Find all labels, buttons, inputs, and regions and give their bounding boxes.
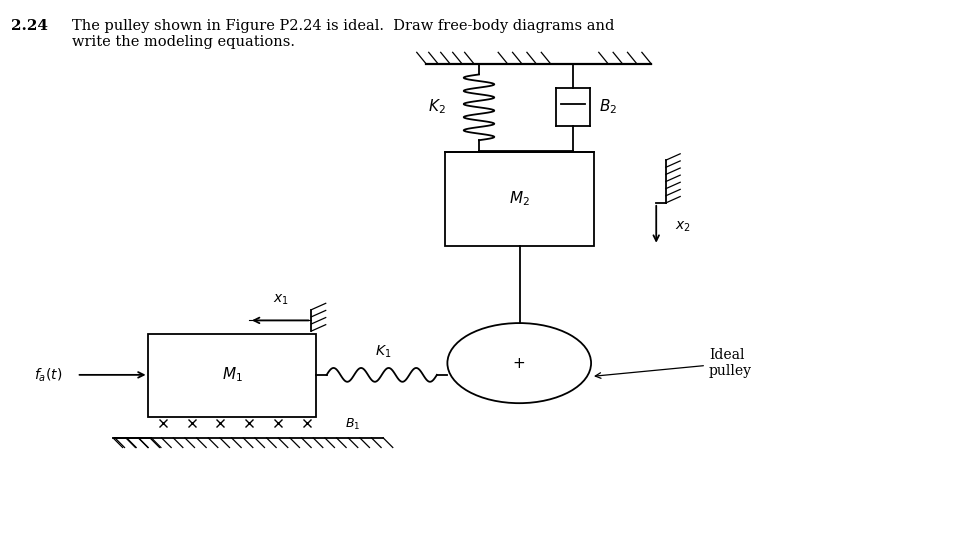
Text: $M_2$: $M_2$ bbox=[510, 190, 530, 208]
Text: $f_a(t)$: $f_a(t)$ bbox=[34, 366, 62, 383]
Text: $K_1$: $K_1$ bbox=[375, 344, 392, 360]
Text: $x_1$: $x_1$ bbox=[273, 293, 288, 307]
Text: $x_2$: $x_2$ bbox=[675, 220, 691, 234]
Text: +: + bbox=[513, 356, 526, 371]
Text: $M_1$: $M_1$ bbox=[222, 366, 242, 384]
Text: $B_2$: $B_2$ bbox=[599, 97, 617, 116]
Text: Ideal
pulley: Ideal pulley bbox=[595, 348, 752, 378]
Text: 2.24: 2.24 bbox=[11, 19, 49, 33]
Bar bbox=[445, 152, 594, 246]
Bar bbox=[148, 334, 316, 417]
Text: $B_1$: $B_1$ bbox=[345, 417, 360, 432]
Text: The pulley shown in Figure P2.24 is ideal.  Draw free-body diagrams and
write th: The pulley shown in Figure P2.24 is idea… bbox=[72, 19, 614, 49]
Text: $K_2$: $K_2$ bbox=[428, 97, 445, 116]
